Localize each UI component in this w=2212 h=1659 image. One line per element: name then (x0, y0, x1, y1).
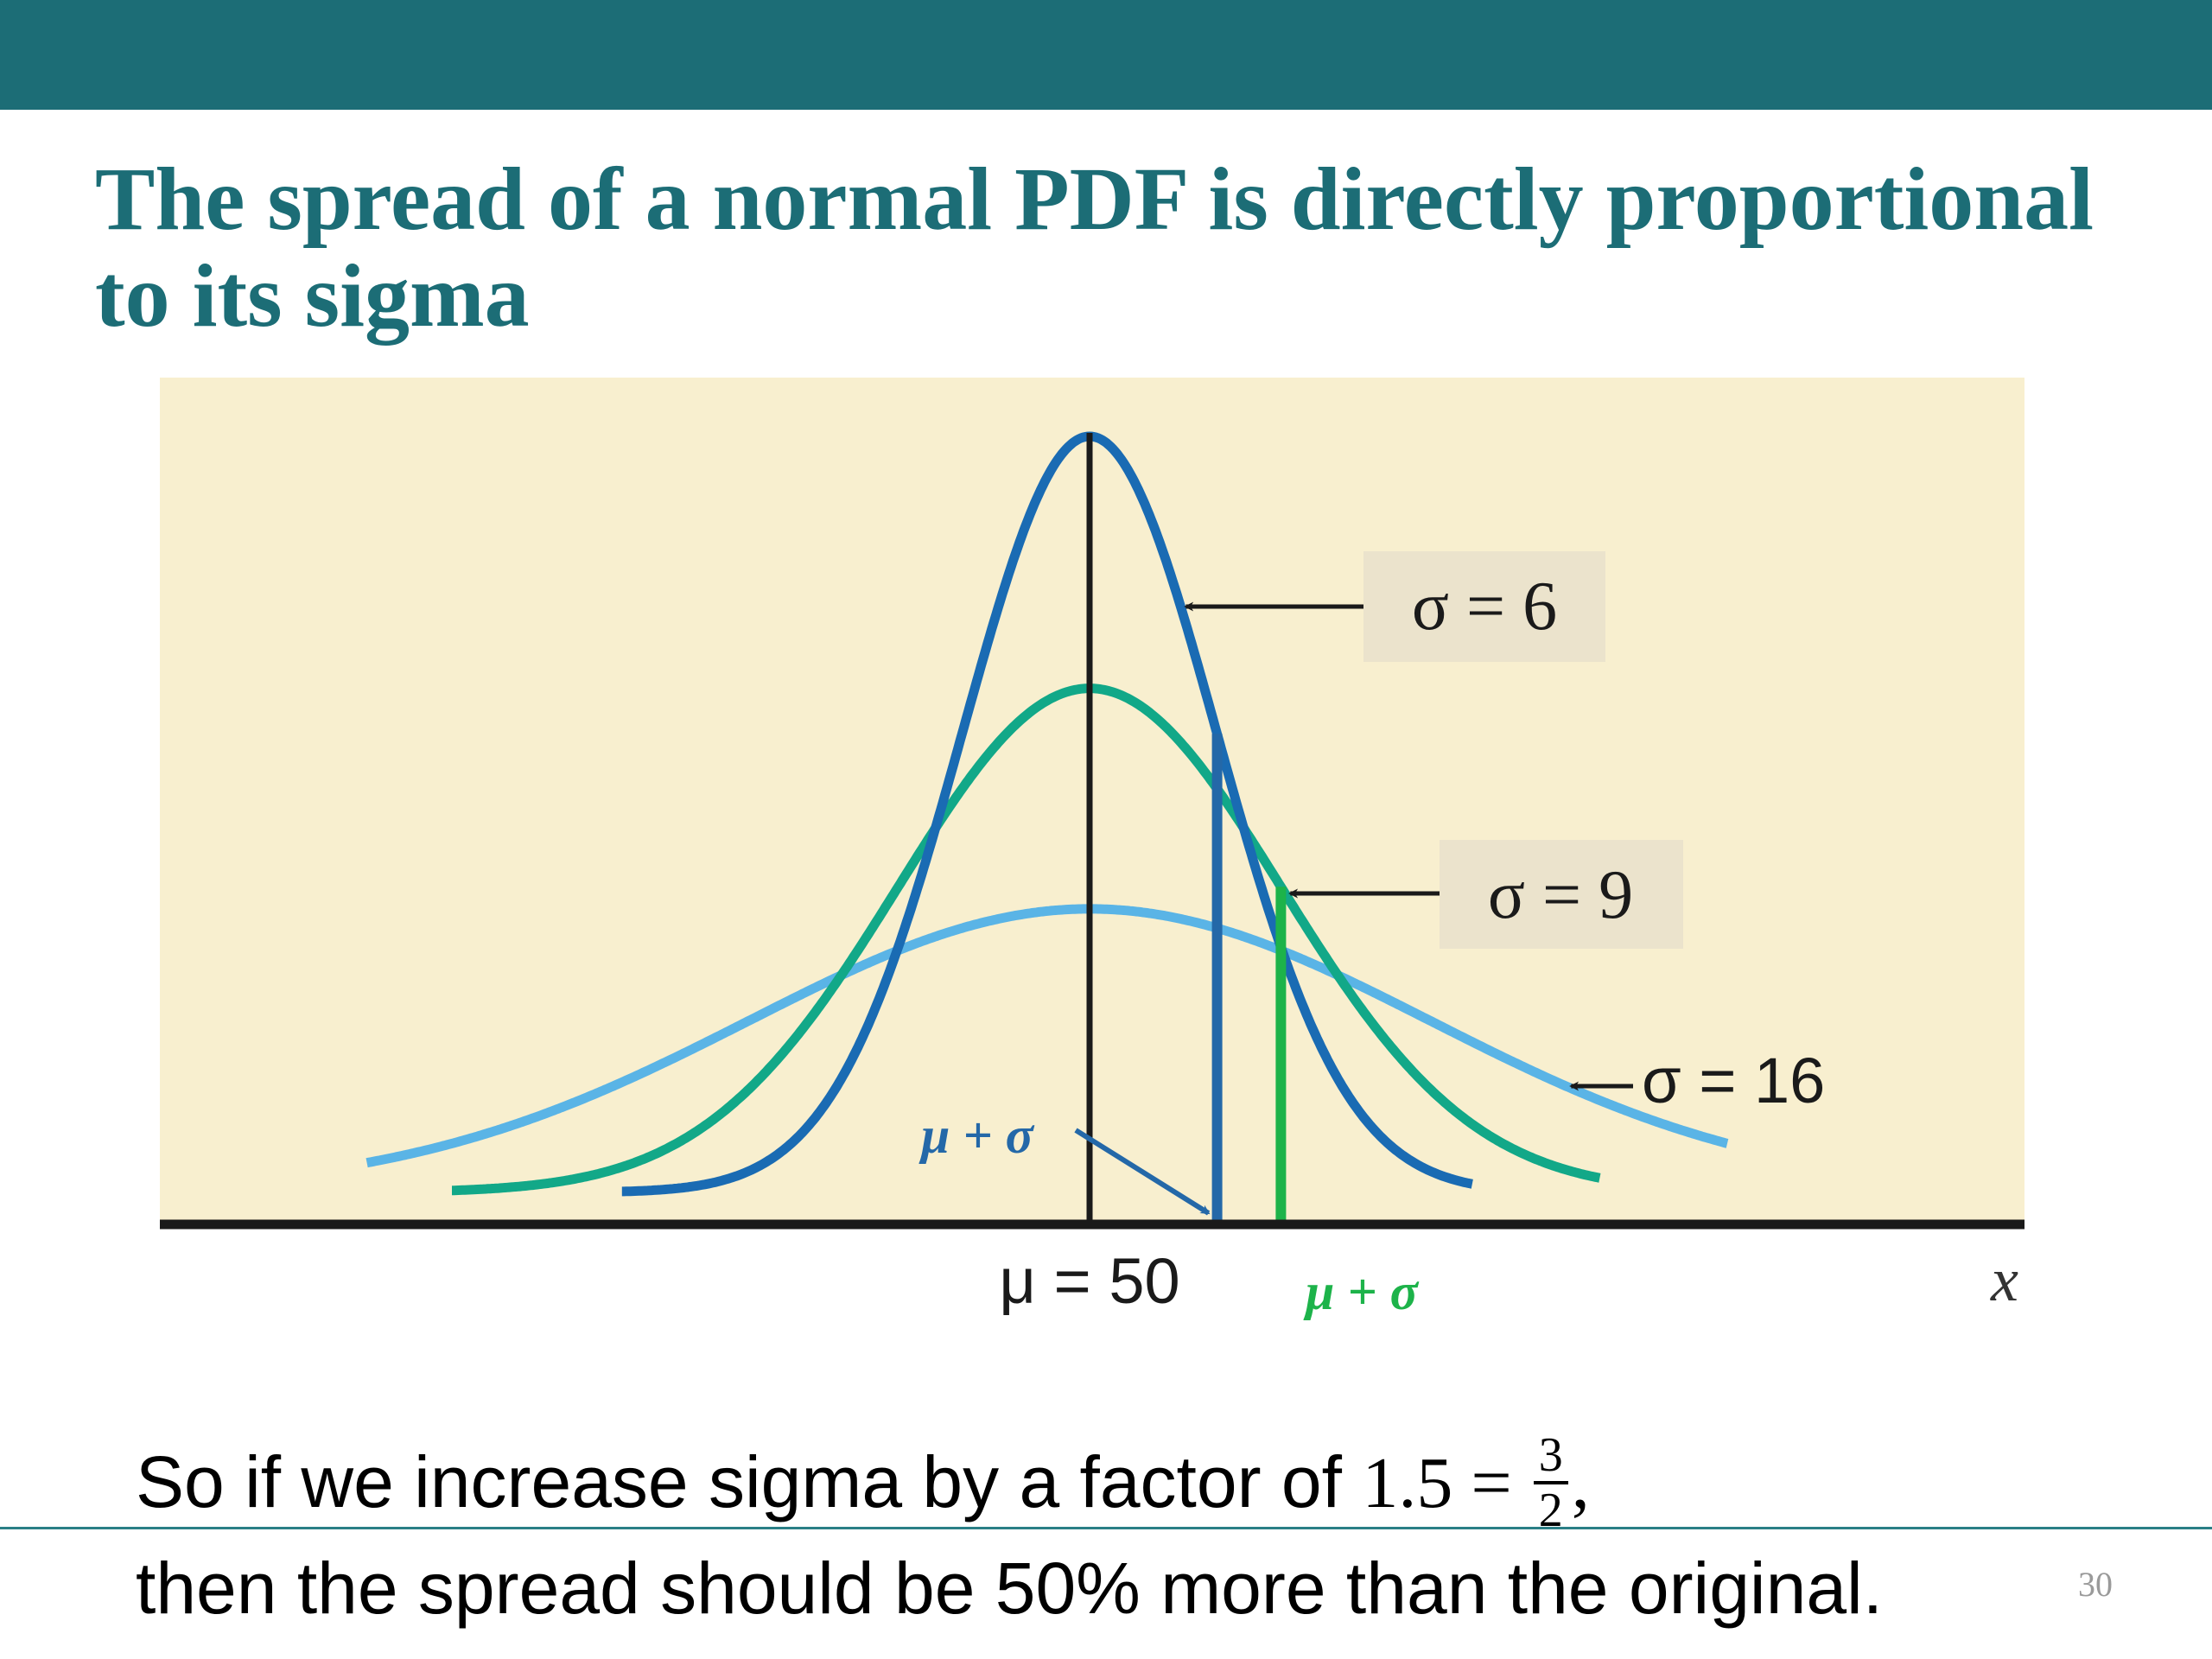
mu-plus-sigma-label-green: μ + σ (1303, 1263, 1420, 1320)
caption-comma: , (1571, 1443, 1590, 1524)
sigma-6-label-box (1363, 551, 1605, 662)
curve-sigma-16 (365, 904, 1729, 1168)
sigma-9-label: σ = 9 (1488, 857, 1633, 933)
mu-plus-sigma-label-blue: μ + σ (918, 1107, 1035, 1164)
x-axis-label: x (1990, 1245, 2018, 1314)
curve-sigma-9 (452, 683, 1601, 1196)
sigma-6-label: σ = 6 (1412, 569, 1557, 645)
curve-sigma-6 (621, 431, 1473, 1197)
caption-line-1: So if we increase sigma by a factor of 1… (136, 1429, 1590, 1541)
caption-math: 1.5 = (1362, 1443, 1530, 1524)
mean-tick-label: μ = 50 (999, 1245, 1179, 1317)
footer-divider (0, 1527, 2212, 1529)
header-bar (0, 0, 2212, 110)
page-number: 30 (2078, 1565, 2113, 1604)
caption-text: So if we increase sigma by a factor of (136, 1441, 1363, 1523)
slide-title: The spread of a normal PDF is directly p… (95, 149, 2094, 346)
sigma-16-label: σ = 16 (1642, 1045, 1825, 1116)
mu-plus-sigma-arrow-blue (1074, 1128, 1211, 1216)
fraction-numerator: 3 (1533, 1429, 1568, 1484)
caption-line-2: then the spread should be 50% more than … (136, 1548, 1884, 1629)
sigma-9-label-box (1440, 840, 1683, 949)
